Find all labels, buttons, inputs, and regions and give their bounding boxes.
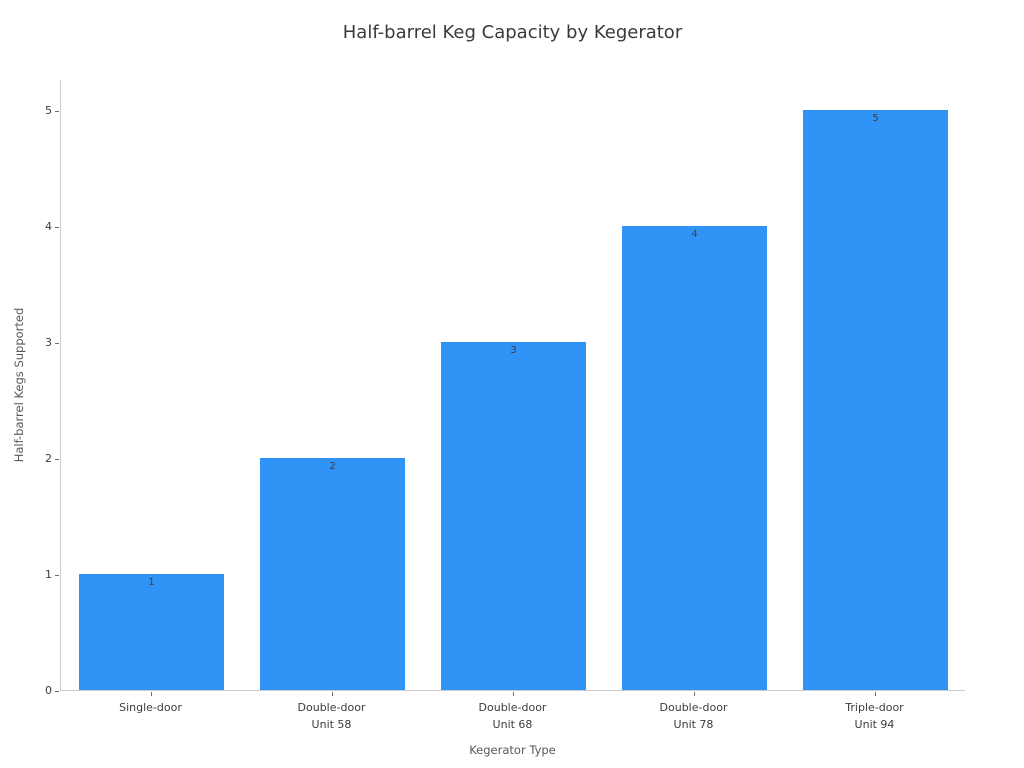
y-tick-label: 3 [45,336,52,349]
x-tick-label: Double-door Unit 58 [241,699,422,733]
x-tick-label: Double-door Unit 68 [422,699,603,733]
bar-value-label: 4 [691,229,698,240]
y-tick-label: 4 [45,220,52,233]
bar-value-label: 3 [510,345,517,356]
y-tick-mark [55,227,59,228]
x-tick-label-line: Single-door [119,701,182,714]
y-tick-mark [55,575,59,576]
chart-title: Half-barrel Keg Capacity by Kegerator [342,22,683,43]
x-tick-label-line: Unit 58 [311,718,352,731]
bar-value-label: 5 [872,113,879,124]
bar: 2 [260,458,405,690]
plot-area: 1 2 3 4 5 [60,80,965,691]
bar-value-label: 1 [148,577,155,588]
x-tick-label-line: Unit 68 [492,718,533,731]
x-tick-label-line: Unit 78 [673,718,714,731]
x-tick-mark [513,692,514,696]
x-tick-label-line: Unit 94 [854,718,895,731]
bar: 5 [803,110,948,690]
x-tick-mark [151,692,152,696]
x-tick-label-line: Triple-door [845,701,904,714]
y-tick-mark [55,691,59,692]
x-tick-label-line: Double-door [659,701,728,714]
bar-value-label: 2 [329,461,336,472]
y-axis-title-text: Half-barrel Kegs Supported [12,307,26,463]
y-tick-mark [55,111,59,112]
x-tick-mark [875,692,876,696]
y-tick-label: 0 [45,684,52,697]
x-tick-mark [694,692,695,696]
x-axis-title: Kegerator Type [469,743,556,757]
x-tick-label: Triple-door Unit 94 [784,699,965,733]
y-tick-label: 1 [45,568,52,581]
x-tick-label-line: Double-door [297,701,366,714]
bar: 4 [622,226,767,690]
y-tick-label: 2 [45,452,52,465]
x-tick-label: Double-door Unit 78 [603,699,784,733]
y-tick-mark [55,343,59,344]
bar: 3 [441,342,586,690]
y-tick-mark [55,459,59,460]
x-tick-label: Single-door [60,699,241,716]
x-tick-mark [332,692,333,696]
bar: 1 [79,574,224,690]
x-tick-label-line: Double-door [478,701,547,714]
y-tick-label: 5 [45,104,52,117]
